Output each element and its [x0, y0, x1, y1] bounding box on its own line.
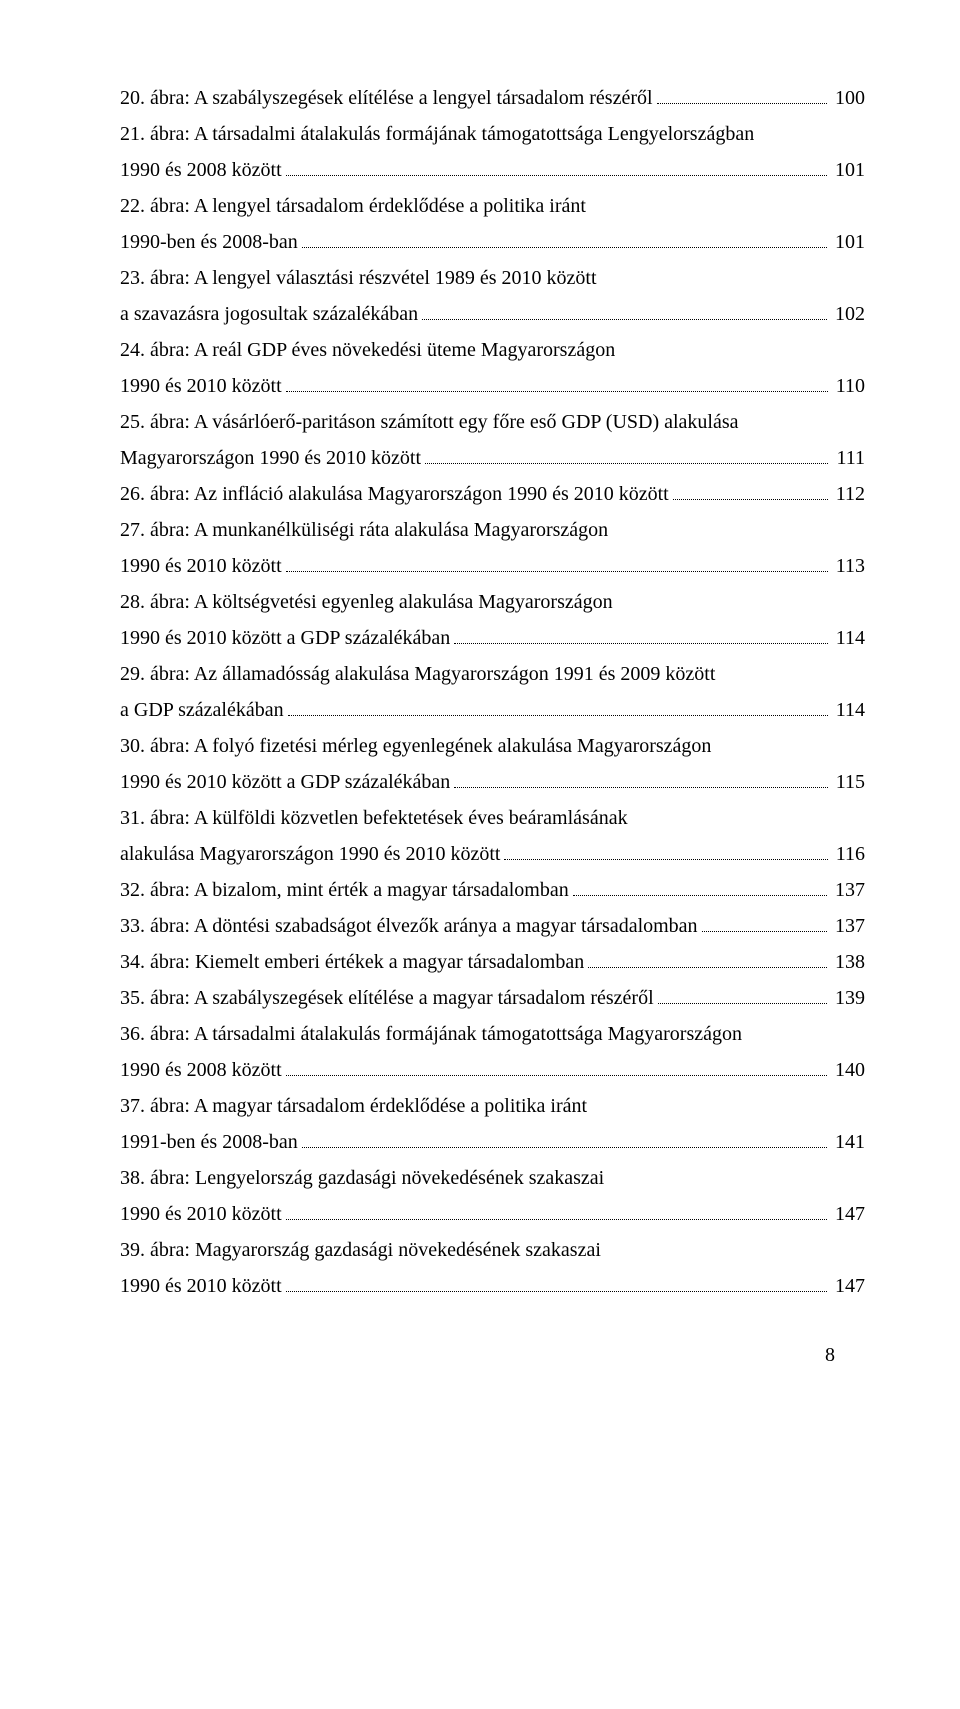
- toc-entry: 1990 és 2008 között 140: [120, 1052, 865, 1088]
- toc-page-number: 102: [831, 296, 865, 332]
- toc-entry-text: 34. ábra: Kiemelt emberi értékek a magya…: [120, 944, 584, 980]
- dot-leader: [302, 234, 827, 248]
- toc-page-number: 100: [831, 80, 865, 116]
- toc-page-number: 137: [831, 908, 865, 944]
- toc-entry-text: 1990 és 2010 között a GDP százalékában: [120, 620, 450, 656]
- toc-entry: 34. ábra: Kiemelt emberi értékek a magya…: [120, 944, 865, 980]
- toc-entry-line: 27. ábra: A munkanélküliségi ráta alakul…: [120, 512, 865, 548]
- toc-entry-line: 22. ábra: A lengyel társadalom érdeklődé…: [120, 188, 865, 224]
- toc-entry-text: alakulása Magyarországon 1990 és 2010 kö…: [120, 836, 500, 872]
- toc-entry-text: 32. ábra: A bizalom, mint érték a magyar…: [120, 872, 569, 908]
- toc-page-number: 137: [831, 872, 865, 908]
- toc-entry: a GDP százalékában 114: [120, 692, 865, 728]
- toc-entry-line: 23. ábra: A lengyel választási részvétel…: [120, 260, 865, 296]
- toc-entry-line: 31. ábra: A külföldi közvetlen befekteté…: [120, 800, 865, 836]
- toc-entry-line: 38. ábra: Lengyelország gazdasági növeke…: [120, 1160, 865, 1196]
- toc-entry-text: 1990 és 2008 között: [120, 152, 282, 188]
- toc-entry-line: 28. ábra: A költségvetési egyenleg alaku…: [120, 584, 865, 620]
- toc-entry-line: 39. ábra: Magyarország gazdasági növeked…: [120, 1232, 865, 1268]
- toc-entry: a szavazásra jogosultak százalékában 102: [120, 296, 865, 332]
- toc-page-number: 110: [832, 368, 865, 404]
- toc-entry: 20. ábra: A szabályszegések elítélése a …: [120, 80, 865, 116]
- toc-page-number: 101: [831, 152, 865, 188]
- toc-entry-text: 1990 és 2010 között: [120, 1268, 282, 1304]
- dot-leader: [702, 918, 827, 932]
- toc-entry-text: Magyarországon 1990 és 2010 között: [120, 440, 421, 476]
- toc-page-number: 101: [831, 224, 865, 260]
- toc-entry: 32. ábra: A bizalom, mint érték a magyar…: [120, 872, 865, 908]
- toc-page-number: 141: [831, 1124, 865, 1160]
- toc-entry: 1990 és 2010 között a GDP százalékában 11…: [120, 764, 865, 800]
- dot-leader: [588, 954, 827, 968]
- toc-entry-line: 24. ábra: A reál GDP éves növekedési üte…: [120, 332, 865, 368]
- toc-entry-text: 1990 és 2010 között: [120, 548, 282, 584]
- dot-leader: [504, 846, 827, 860]
- toc-entry: 1990 és 2010 között 110: [120, 368, 865, 404]
- dot-leader: [286, 1278, 827, 1292]
- toc-entry-text: 1990 és 2010 között: [120, 1196, 282, 1232]
- toc-page-number: 112: [832, 476, 865, 512]
- page-footer-number: 8: [120, 1344, 865, 1367]
- toc-entry-line: 21. ábra: A társadalmi átalakulás formáj…: [120, 116, 865, 152]
- toc-entry: alakulása Magyarországon 1990 és 2010 kö…: [120, 836, 865, 872]
- toc-page-number: 147: [831, 1268, 865, 1304]
- toc-entry-line: 29. ábra: Az államadósság alakulása Magy…: [120, 656, 865, 692]
- toc-entry: 1990 és 2010 között 147: [120, 1196, 865, 1232]
- dot-leader: [454, 774, 827, 788]
- toc-entry: Magyarországon 1990 és 2010 között 111: [120, 440, 865, 476]
- dot-leader: [302, 1134, 827, 1148]
- toc-entry: 1991-ben és 2008-ban 141: [120, 1124, 865, 1160]
- dot-leader: [657, 90, 827, 104]
- dot-leader: [658, 990, 827, 1004]
- dot-leader: [573, 882, 827, 896]
- dot-leader: [288, 702, 828, 716]
- toc-page-number: 147: [831, 1196, 865, 1232]
- list-of-figures: 20. ábra: A szabályszegések elítélése a …: [120, 80, 865, 1304]
- dot-leader: [286, 558, 828, 572]
- toc-entry: 1990 és 2010 között a GDP százalékában 11…: [120, 620, 865, 656]
- toc-entry-text: 35. ábra: A szabályszegések elítélése a …: [120, 980, 654, 1016]
- toc-page-number: 116: [832, 836, 865, 872]
- toc-page-number: 114: [832, 692, 865, 728]
- toc-entry: 1990-ben és 2008-ban 101: [120, 224, 865, 260]
- dot-leader: [673, 486, 828, 500]
- toc-entry-text: 26. ábra: Az infláció alakulása Magyaror…: [120, 476, 669, 512]
- toc-entry-text: a szavazásra jogosultak százalékában: [120, 296, 418, 332]
- document-page: 20. ábra: A szabályszegések elítélése a …: [0, 0, 960, 1427]
- toc-entry-line: 30. ábra: A folyó fizetési mérleg egyenl…: [120, 728, 865, 764]
- toc-entry-text: 1990 és 2008 között: [120, 1052, 282, 1088]
- toc-entry: 1990 és 2008 között 101: [120, 152, 865, 188]
- toc-entry-text: 1990 és 2010 között a GDP százalékában: [120, 764, 450, 800]
- toc-entry-text: 20. ábra: A szabályszegések elítélése a …: [120, 80, 653, 116]
- toc-entry-line: 37. ábra: A magyar társadalom érdeklődés…: [120, 1088, 865, 1124]
- toc-page-number: 114: [832, 620, 865, 656]
- toc-page-number: 140: [831, 1052, 865, 1088]
- dot-leader: [286, 378, 828, 392]
- toc-page-number: 115: [832, 764, 865, 800]
- toc-entry: 1990 és 2010 között 147: [120, 1268, 865, 1304]
- toc-entry-text: a GDP százalékában: [120, 692, 284, 728]
- toc-entry: 26. ábra: Az infláció alakulása Magyaror…: [120, 476, 865, 512]
- dot-leader: [422, 306, 827, 320]
- dot-leader: [425, 450, 828, 464]
- toc-entry: 1990 és 2010 között 113: [120, 548, 865, 584]
- toc-entry-line: 25. ábra: A vásárlóerő-paritáson számíto…: [120, 404, 865, 440]
- dot-leader: [454, 630, 827, 644]
- dot-leader: [286, 1206, 827, 1220]
- toc-entry-text: 33. ábra: A döntési szabadságot élvezők …: [120, 908, 698, 944]
- toc-entry-text: 1990-ben és 2008-ban: [120, 224, 298, 260]
- toc-entry-text: 1990 és 2010 között: [120, 368, 282, 404]
- dot-leader: [286, 1062, 827, 1076]
- toc-entry: 35. ábra: A szabályszegések elítélése a …: [120, 980, 865, 1016]
- toc-entry: 33. ábra: A döntési szabadságot élvezők …: [120, 908, 865, 944]
- dot-leader: [286, 162, 827, 176]
- toc-page-number: 139: [831, 980, 865, 1016]
- toc-page-number: 113: [832, 548, 865, 584]
- toc-entry-line: 36. ábra: A társadalmi átalakulás formáj…: [120, 1016, 865, 1052]
- toc-page-number: 111: [832, 440, 865, 476]
- toc-page-number: 138: [831, 944, 865, 980]
- toc-entry-text: 1991-ben és 2008-ban: [120, 1124, 298, 1160]
